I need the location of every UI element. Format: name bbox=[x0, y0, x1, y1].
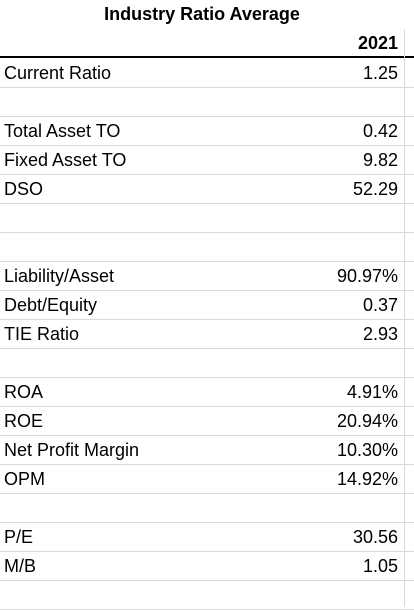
ratio-value-cell[interactable]: 14.92% bbox=[336, 469, 398, 489]
ratio-label-cell[interactable]: TIE Ratio bbox=[4, 324, 80, 344]
ratio-label-cell[interactable]: ROE bbox=[4, 411, 44, 431]
year-header-cell[interactable]: 2021 bbox=[357, 33, 398, 53]
ratio-value-cell[interactable]: 4.91% bbox=[346, 382, 398, 402]
ratio-label-cell[interactable]: DSO bbox=[4, 179, 44, 199]
ratio-value-cell[interactable]: 10.30% bbox=[336, 440, 398, 460]
ratio-value-cell[interactable]: 2.93 bbox=[362, 324, 398, 344]
table-row[interactable]: OPM 14.92% bbox=[0, 465, 414, 494]
sheet-title[interactable]: Industry Ratio Average bbox=[104, 4, 300, 24]
table-row[interactable]: Debt/Equity 0.37 bbox=[0, 291, 414, 320]
table-row[interactable]: Fixed Asset TO 9.82 bbox=[0, 146, 414, 175]
ratio-label-cell[interactable]: OPM bbox=[4, 469, 46, 489]
table-row[interactable]: Liability/Asset 90.97% bbox=[0, 262, 414, 291]
ratio-label-cell[interactable]: Net Profit Margin bbox=[4, 440, 140, 460]
ratio-value-cell[interactable]: 20.94% bbox=[336, 411, 398, 431]
ratio-value-cell[interactable]: 0.42 bbox=[362, 121, 398, 141]
ratio-label-cell[interactable]: Debt/Equity bbox=[4, 295, 98, 315]
table-row[interactable] bbox=[0, 233, 414, 262]
table-row[interactable] bbox=[0, 581, 414, 610]
table-row[interactable] bbox=[0, 204, 414, 233]
table-row[interactable]: Current Ratio 1.25 bbox=[0, 59, 414, 88]
ratio-label-cell[interactable]: P/E bbox=[4, 527, 34, 547]
table-row[interactable] bbox=[0, 88, 414, 117]
ratio-value-cell[interactable]: 90.97% bbox=[336, 266, 398, 286]
ratio-label-cell[interactable]: Liability/Asset bbox=[4, 266, 115, 286]
table-row[interactable]: M/B 1.05 bbox=[0, 552, 414, 581]
ratio-value-cell[interactable]: 0.37 bbox=[362, 295, 398, 315]
table-row[interactable]: DSO 52.29 bbox=[0, 175, 414, 204]
ratio-label-cell[interactable]: Fixed Asset TO bbox=[4, 150, 127, 170]
table-row[interactable]: Net Profit Margin 10.30% bbox=[0, 436, 414, 465]
ratio-value-cell[interactable]: 52.29 bbox=[352, 179, 398, 199]
table-row[interactable]: ROA 4.91% bbox=[0, 378, 414, 407]
table-row[interactable]: ROE 20.94% bbox=[0, 407, 414, 436]
ratio-label-cell[interactable]: Current Ratio bbox=[4, 63, 112, 83]
ratio-label-cell[interactable]: Total Asset TO bbox=[4, 121, 121, 141]
ratio-label-cell[interactable]: ROA bbox=[4, 382, 44, 402]
table-row[interactable] bbox=[0, 494, 414, 523]
ratio-value-cell[interactable]: 1.05 bbox=[362, 556, 398, 576]
ratio-value-cell[interactable]: 30.56 bbox=[352, 527, 398, 547]
ratio-value-cell[interactable]: 9.82 bbox=[362, 150, 398, 170]
ratio-label-cell[interactable]: M/B bbox=[4, 556, 37, 576]
table-row[interactable] bbox=[0, 349, 414, 378]
table-row[interactable]: P/E 30.56 bbox=[0, 523, 414, 552]
column-divider bbox=[404, 29, 405, 607]
ratio-value-cell[interactable]: 1.25 bbox=[362, 63, 398, 83]
table-row[interactable]: TIE Ratio 2.93 bbox=[0, 320, 414, 349]
header-row[interactable]: 2021 bbox=[0, 29, 414, 58]
table-row[interactable]: Total Asset TO 0.42 bbox=[0, 117, 414, 146]
